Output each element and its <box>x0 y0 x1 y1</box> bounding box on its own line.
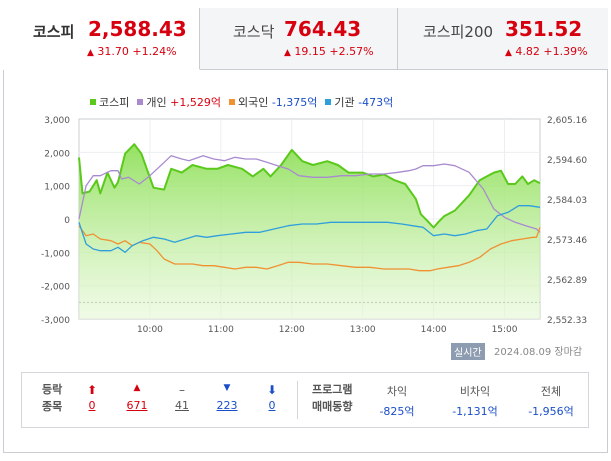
tab-kosdaq-change: ▲ 19.15 +2.57% <box>284 45 374 58</box>
breadth-upper-limit[interactable]: ⬆ 0 <box>77 383 107 412</box>
program-header: 차익 <box>386 385 408 398</box>
breadth-label-bottom: 종목 <box>42 400 63 413</box>
legend-swatch <box>137 99 144 105</box>
tab-kospi-change: ▲ 31.70 +1.24% <box>87 45 177 58</box>
y-left-tick-label: 0 <box>64 216 70 226</box>
program-label-bottom: 매매동향 <box>312 400 353 413</box>
tab-kospi-value: 2,588.43 <box>88 17 187 41</box>
program-value: -1,131억 <box>452 405 498 418</box>
x-tick-label: 12:00 <box>279 325 305 335</box>
tab-kosdaq[interactable]: 코스닥 764.43 ▲ 19.15 +2.57% <box>200 8 398 70</box>
series-line-3 <box>78 205 541 253</box>
breadth-count[interactable]: 671 <box>126 399 148 412</box>
y-right-tick-label: 2,562.89 <box>547 276 587 286</box>
x-tick-label: 10:00 <box>137 325 163 335</box>
upper-limit-arrow-icon: ⬆ <box>86 383 98 397</box>
x-tick-label: 13:00 <box>350 325 376 335</box>
breadth-count[interactable]: 223 <box>216 399 238 412</box>
tab-kospi200[interactable]: 코스피200 351.52 ▲ 4.82 +1.39% <box>398 8 608 70</box>
panel-divider <box>297 381 298 419</box>
y-left-tick-label: -3,000 <box>41 316 70 326</box>
legend-swatch <box>325 99 332 105</box>
program-total: 전체 -1,956억 <box>516 383 586 419</box>
x-tick-label: 15:00 <box>492 325 518 335</box>
kospi-area-fill <box>79 144 540 319</box>
legend-item-institution[interactable]: 기관 -473억 <box>325 94 393 110</box>
program-value: -1,956억 <box>528 405 574 418</box>
y-left-tick-label: -2,000 <box>41 283 70 293</box>
x-tick-label: 14:00 <box>421 325 447 335</box>
legend-swatch <box>228 99 235 105</box>
tab-kospi-name: 코스피 <box>33 23 75 41</box>
tab-kosdaq-value: 764.43 <box>284 17 362 41</box>
breadth-rising[interactable]: ▲ 671 <box>122 383 152 412</box>
breadth-label-top: 등락 <box>42 383 63 396</box>
y-right-tick-label: 2,573.46 <box>547 236 587 246</box>
legend-swatch <box>90 99 96 105</box>
down-triangle-icon: ▼ <box>223 383 231 393</box>
tab-kospi200-change: ▲ 4.82 +1.39% <box>505 45 588 58</box>
breadth-lower-limit[interactable]: ⬇ 0 <box>257 383 287 412</box>
y-right-tick-label: 2,552.33 <box>547 316 587 326</box>
x-tick-label: 11:00 <box>208 325 234 335</box>
y-left-tick-label: 2,000 <box>44 149 70 159</box>
tab-kospi[interactable]: 코스피 2,588.43 ▲ 31.70 +1.24% <box>3 8 200 70</box>
legend-item-kospi[interactable]: 코스피 <box>90 94 129 110</box>
program-arbitrage: 차익 -825억 <box>362 383 432 419</box>
market-close-datetime: 2024.08.09 장마감 <box>494 347 583 358</box>
up-triangle-icon: ▲ <box>133 383 141 393</box>
index-tabs: 코스피 2,588.43 ▲ 31.70 +1.24% 코스닥 764.43 ▲… <box>3 8 608 70</box>
series-line-1 <box>78 155 541 233</box>
breadth-count[interactable]: 41 <box>175 399 189 412</box>
dash-icon: – <box>179 383 185 397</box>
y-right-tick-label: 2,594.60 <box>547 156 587 166</box>
tab-kospi200-name: 코스피200 <box>423 23 494 41</box>
program-header: 비차익 <box>459 385 491 398</box>
up-triangle-icon: ▲ <box>87 48 94 58</box>
tab-kospi200-value: 351.52 <box>505 17 583 41</box>
up-triangle-icon: ▲ <box>284 48 291 58</box>
y-left-tick-label: 1,000 <box>44 183 70 193</box>
breadth-unchanged[interactable]: – 41 <box>167 383 197 412</box>
breadth-count[interactable]: 0 <box>88 399 96 412</box>
chart-legend: 코스피 개인 +1,529억 외국인 -1,375억 기관 -473억 <box>90 94 393 110</box>
breadth-count[interactable]: 0 <box>268 399 276 412</box>
legend-item-foreign[interactable]: 외국인 -1,375억 <box>228 94 317 110</box>
tab-kosdaq-name: 코스닥 <box>233 23 275 41</box>
y-right-tick-label: 2,584.03 <box>547 196 587 206</box>
series-line-0 <box>78 143 541 229</box>
lower-limit-arrow-icon: ⬇ <box>266 383 278 397</box>
breadth-falling[interactable]: ▼ 223 <box>212 383 242 412</box>
intraday-chart: 3,000 2,000 1,000 0 -1,000 -2,000 -3,000 2,605.… <box>41 116 587 335</box>
legend-item-individual[interactable]: 개인 +1,529억 <box>137 94 221 110</box>
realtime-badge: 실시간 <box>451 343 485 360</box>
up-triangle-icon: ▲ <box>505 48 512 58</box>
y-right-tick-label: 2,605.16 <box>547 116 587 126</box>
program-header: 전체 <box>540 385 562 398</box>
market-breadth-panel: 등락 종목 ⬆ 0 ▲ 671 – 41 ▼ 223 ⬇ 0 프로그램 매매동향… <box>21 372 589 428</box>
program-value: -825억 <box>379 405 415 418</box>
program-label-top: 프로그램 <box>312 383 353 396</box>
y-left-tick-label: -1,000 <box>41 249 70 259</box>
program-non-arbitrage: 비차익 -1,131억 <box>440 383 510 419</box>
y-left-tick-label: 3,000 <box>44 116 70 126</box>
